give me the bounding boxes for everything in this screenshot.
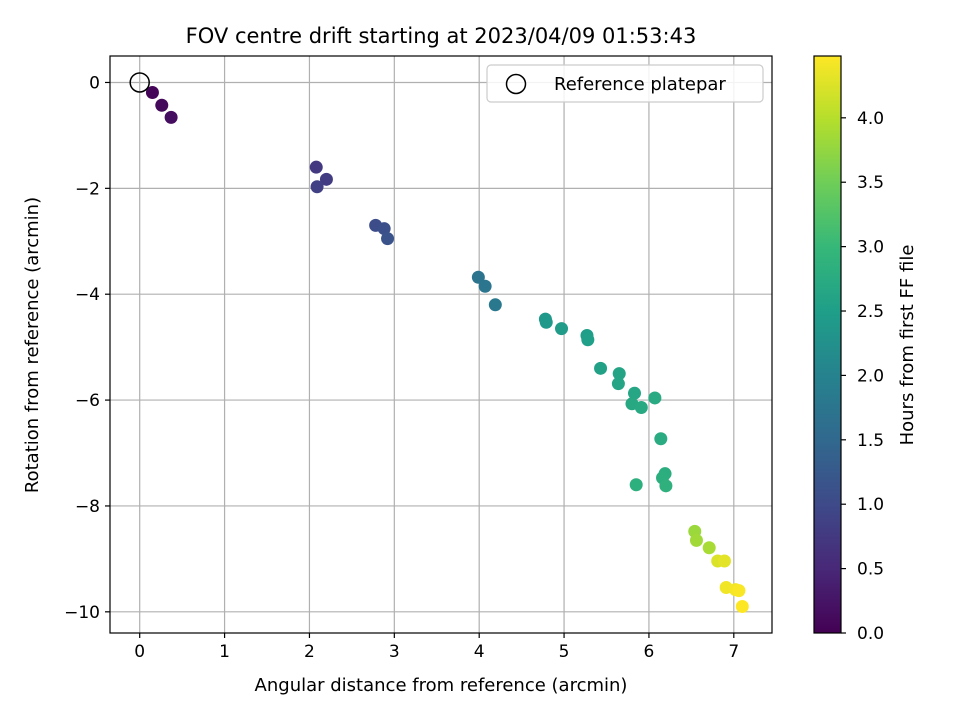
- colorbar-tick-label: 0.5: [857, 560, 884, 580]
- x-tick-label: 4: [474, 642, 485, 662]
- data-point: [659, 479, 673, 493]
- colorbar-tick-label: 1.5: [857, 431, 884, 451]
- y-tick-label: −2: [75, 179, 100, 199]
- data-point: [145, 86, 159, 100]
- colorbar-tick-label: 3.5: [857, 173, 884, 193]
- x-tick-label: 1: [219, 642, 230, 662]
- y-tick-label: −6: [75, 391, 100, 411]
- data-point: [634, 400, 648, 414]
- data-point: [612, 367, 626, 381]
- colorbar-ticks: 0.0 0.5 1.0 1.5 2.0 2.5 3.0 3.5 4.0: [841, 109, 884, 644]
- x-tick-label: 7: [728, 642, 739, 662]
- legend-marker-icon: [505, 73, 527, 95]
- data-point: [310, 180, 324, 194]
- y-tick-label: −4: [75, 285, 100, 305]
- y-axis-title: Rotation from reference (arcmin): [22, 197, 43, 493]
- x-tick-label: 2: [304, 642, 315, 662]
- colorbar-tick-label: 2.0: [857, 366, 884, 386]
- data-point: [478, 279, 492, 293]
- x-tick-label: 6: [644, 642, 655, 662]
- data-point: [732, 584, 746, 598]
- data-point: [581, 333, 595, 347]
- legend-label: Reference platepar: [554, 74, 726, 95]
- x-tick-label: 3: [389, 642, 400, 662]
- colorbar-tick-label: 2.5: [857, 302, 884, 322]
- data-point: [717, 554, 731, 568]
- data-point: [164, 110, 178, 124]
- plot-frame: [109, 55, 773, 634]
- data-point: [377, 222, 391, 236]
- chart-title: FOV centre drift starting at 2023/04/09 …: [186, 24, 697, 48]
- data-point: [539, 315, 553, 329]
- data-point: [654, 432, 668, 446]
- x-tick-label: 0: [134, 642, 145, 662]
- colorbar-tick-label: 1.0: [857, 495, 884, 515]
- legend-box: [486, 64, 764, 103]
- data-point: [309, 160, 323, 174]
- y-tick-label: −10: [64, 603, 100, 623]
- data-point: [628, 386, 642, 400]
- reference-point-marker: [129, 72, 150, 93]
- colorbar-label: Hours from first FF file: [897, 245, 918, 446]
- data-point: [702, 541, 716, 555]
- data-point: [629, 478, 643, 492]
- x-tick-label: 5: [559, 642, 570, 662]
- grid: [110, 56, 772, 633]
- data-point: [555, 322, 569, 336]
- data-point: [155, 98, 169, 112]
- y-tick-label: 0: [89, 73, 100, 93]
- data-point: [594, 361, 608, 375]
- data-point: [488, 298, 502, 312]
- colorbar: 0.0 0.5 1.0 1.5 2.0 2.5 3.0 3.5 4.0 Hours from f…: [813, 55, 918, 644]
- colorbar-tick-label: 0.0: [857, 624, 884, 644]
- x-axis-ticks: 0 1 2 3 4 5 6 7: [134, 633, 739, 662]
- y-axis-ticks: 0 −2 −4 −6 −8 −10: [64, 73, 110, 623]
- data-point: [381, 232, 395, 246]
- data-point: [689, 533, 703, 547]
- colorbar-gradient: [814, 56, 841, 633]
- x-axis-title: Angular distance from reference (arcmin): [255, 675, 628, 696]
- colorbar-tick-label: 4.0: [857, 109, 884, 129]
- data-point: [735, 600, 749, 614]
- data-points: [129, 72, 749, 614]
- legend: Reference platepar: [486, 64, 764, 103]
- data-point: [611, 377, 625, 391]
- data-point: [319, 172, 333, 186]
- data-point: [471, 270, 485, 284]
- colorbar-frame: [813, 55, 842, 634]
- colorbar-tick-label: 3.0: [857, 238, 884, 258]
- data-point: [648, 391, 662, 405]
- y-tick-label: −8: [75, 497, 100, 517]
